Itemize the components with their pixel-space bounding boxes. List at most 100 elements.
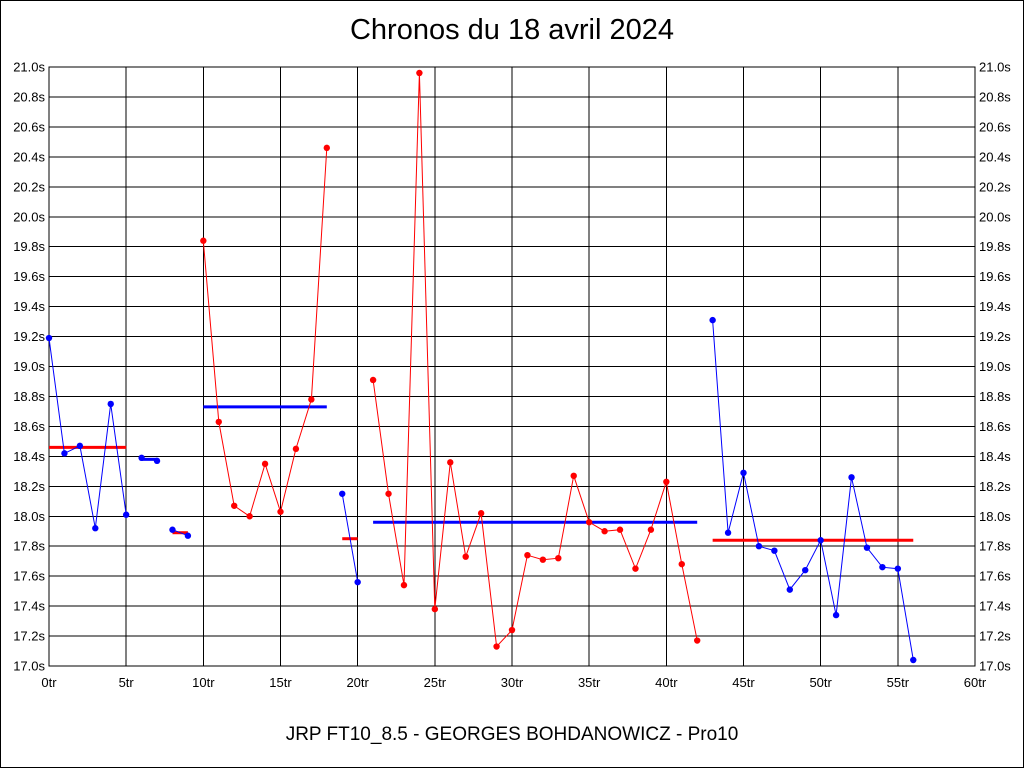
y-tick-label-right: 17.6s: [979, 569, 1011, 584]
data-point: [879, 563, 886, 571]
series-line: [341, 493, 359, 583]
data-point: [539, 556, 547, 563]
data-point: [385, 490, 392, 497]
data-point: [493, 643, 500, 650]
data-point: [246, 513, 253, 520]
y-tick-label-right: 17.2s: [979, 629, 1011, 644]
series-line: [712, 320, 914, 661]
y-tick-label-left: 20.4s: [13, 149, 45, 164]
data-point: [771, 547, 778, 554]
data-point: [45, 334, 53, 342]
x-tick-label: 30tr: [501, 675, 524, 690]
data-point: [184, 532, 192, 539]
y-tick-label-right: 19.2s: [979, 329, 1011, 344]
y-tick-label-left: 21.0s: [13, 60, 45, 75]
data-point: [169, 526, 176, 533]
y-tick-label-left: 19.6s: [13, 269, 45, 284]
data-point: [92, 525, 99, 532]
y-tick-label-right: 20.4s: [979, 149, 1011, 164]
y-tick-label-left: 18.2s: [13, 479, 45, 494]
data-point: [663, 478, 670, 486]
data-point: [215, 418, 222, 426]
chart-subtitle: JRP FT10_8.5 - GEORGES BOHDANOWICZ - Pro…: [285, 724, 739, 745]
y-tick-label-left: 18.0s: [13, 509, 45, 524]
data-point: [292, 445, 300, 453]
data-point: [724, 529, 732, 536]
y-tick-label-left: 17.0s: [13, 659, 45, 674]
y-tick-label-left: 17.8s: [13, 539, 45, 554]
data-point: [786, 586, 793, 593]
data-point: [647, 526, 655, 533]
data-point: [863, 544, 871, 551]
data-point: [277, 508, 284, 515]
data-point: [910, 656, 917, 664]
x-tick-label: 20tr: [346, 675, 369, 690]
data-point: [694, 637, 701, 644]
chart-title: Chronos du 18 avril 2024: [349, 14, 675, 46]
data-point: [261, 460, 269, 468]
data-point: [678, 560, 685, 568]
y-tick-label-right: 18.6s: [979, 419, 1011, 434]
data-point: [585, 519, 593, 526]
x-tick-label: 25tr: [424, 675, 447, 690]
data-point: [61, 450, 68, 457]
y-tick-label-right: 19.6s: [979, 269, 1011, 284]
data-point: [323, 144, 330, 152]
data-point: [632, 565, 639, 572]
x-tick-label: 0tr: [41, 675, 57, 690]
data-point: [107, 400, 114, 408]
x-tick-label: 5tr: [119, 675, 135, 690]
y-tick-label-right: 18.4s: [979, 449, 1011, 464]
data-point: [416, 69, 423, 77]
data-point: [740, 469, 747, 477]
y-tick-label-right: 17.8s: [979, 539, 1011, 554]
data-point: [570, 472, 577, 480]
data-point: [122, 511, 130, 518]
data-point: [601, 528, 608, 535]
y-tick-label-left: 18.6s: [13, 419, 45, 434]
y-tick-label-left: 20.0s: [13, 209, 45, 224]
y-tick-label-right: 19.8s: [979, 239, 1011, 254]
x-tick-label: 45tr: [732, 675, 755, 690]
y-tick-label-left: 17.6s: [13, 569, 45, 584]
data-point: [894, 565, 902, 572]
series-line: [48, 337, 127, 529]
y-tick-label-right: 18.0s: [979, 509, 1011, 524]
y-tick-label-right: 21.0s: [979, 60, 1011, 75]
data-point: [369, 376, 377, 384]
data-point: [524, 551, 531, 559]
y-tick-label-left: 19.0s: [13, 359, 45, 374]
y-tick-label-left: 17.4s: [13, 599, 45, 614]
data-point: [354, 578, 361, 586]
x-tick-label: 55tr: [887, 675, 910, 690]
data-point: [616, 526, 624, 533]
x-tick-label: 40tr: [655, 675, 678, 690]
data-point: [848, 474, 855, 481]
data-point: [431, 605, 439, 613]
y-tick-label-left: 17.2s: [13, 629, 45, 644]
y-tick-label-right: 20.2s: [979, 179, 1011, 194]
y-tick-label-right: 19.0s: [979, 359, 1011, 374]
y-tick-label-right: 18.2s: [979, 479, 1011, 494]
data-point: [755, 543, 763, 550]
data-point: [400, 581, 408, 589]
y-tick-label-right: 18.8s: [979, 389, 1011, 404]
y-tick-label-left: 19.4s: [13, 299, 45, 314]
data-point: [138, 454, 145, 462]
y-tick-label-left: 20.8s: [13, 89, 45, 104]
y-tick-label-left: 18.4s: [13, 449, 45, 464]
x-tick-label: 15tr: [269, 675, 292, 690]
y-tick-label-right: 20.8s: [979, 89, 1011, 104]
y-tick-label-right: 20.6s: [979, 119, 1011, 134]
data-point: [447, 459, 454, 466]
data-point: [555, 554, 562, 562]
data-point: [817, 537, 824, 544]
y-tick-label-left: 19.8s: [13, 239, 45, 254]
data-point: [508, 626, 516, 634]
data-point: [200, 237, 207, 244]
data-point: [462, 553, 469, 560]
y-tick-label-right: 17.0s: [979, 659, 1011, 674]
y-tick-label-right: 19.4s: [979, 299, 1011, 314]
data-point: [308, 396, 315, 403]
